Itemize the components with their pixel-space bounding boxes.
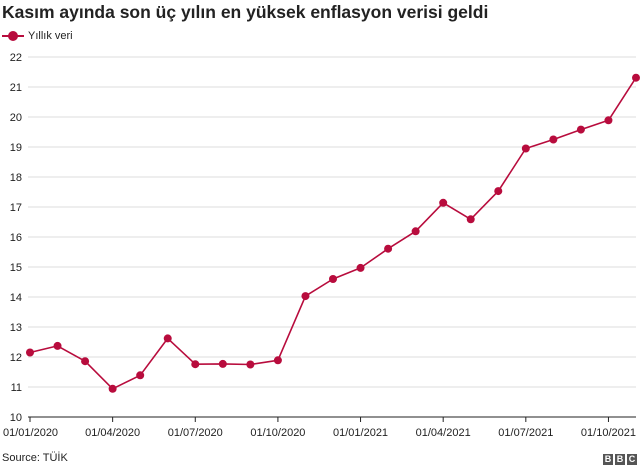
series-line: [29, 77, 637, 390]
y-tick-label: 19: [10, 142, 22, 154]
y-tick-label: 17: [10, 202, 22, 214]
data-point: [301, 292, 310, 301]
legend-marker: [2, 29, 24, 43]
x-tick-label: 01/07/2021: [498, 427, 553, 439]
y-tick-label: 18: [10, 172, 22, 184]
source-note: Source: TÜİK: [2, 452, 68, 464]
data-point: [494, 187, 503, 196]
x-tick-label: 01/07/2020: [168, 427, 223, 439]
y-tick-label: 21: [10, 82, 22, 94]
x-tick-label: 01/01/2021: [333, 427, 388, 439]
data-point: [108, 384, 117, 393]
data-point: [191, 360, 200, 369]
y-tick-label: 20: [10, 112, 22, 124]
y-tick-label: 10: [10, 412, 22, 424]
data-point: [604, 116, 613, 125]
data-point: [521, 144, 530, 153]
x-tick-label: 01/10/2020: [250, 427, 305, 439]
data-point: [466, 215, 475, 224]
y-tick-label: 16: [10, 232, 22, 244]
y-tick-label: 22: [10, 52, 22, 64]
data-point: [81, 357, 90, 366]
data-point: [439, 198, 448, 207]
y-tick-label: 13: [10, 322, 22, 334]
x-tick-label: 01/04/2021: [416, 427, 471, 439]
data-point: [356, 263, 365, 272]
data-point: [53, 341, 62, 350]
y-tick-label: 15: [10, 262, 22, 274]
data-point: [384, 244, 393, 253]
data-point: [246, 360, 255, 369]
y-tick-label: 11: [11, 382, 22, 394]
x-tick-label: 01/01/2020: [3, 427, 58, 439]
x-tick-label: 01/04/2020: [85, 427, 140, 439]
y-tick-label: 14: [10, 292, 22, 304]
data-point: [273, 356, 282, 365]
legend-label: Yıllık veri: [28, 30, 73, 42]
data-point: [632, 73, 640, 82]
data-point: [136, 371, 145, 380]
data-point: [26, 348, 34, 357]
x-tick-label: 01/10/2021: [581, 427, 636, 439]
chart-title: Kasım ayında son üç yılın en yüksek enfl…: [2, 2, 489, 22]
data-point: [329, 275, 337, 283]
data-point: [576, 125, 585, 134]
data-point: [411, 227, 420, 236]
data-point: [549, 135, 558, 144]
data-point: [163, 334, 172, 343]
y-tick-label: 12: [10, 352, 22, 364]
data-point: [218, 359, 227, 368]
legend: Yıllık veri: [2, 29, 73, 43]
